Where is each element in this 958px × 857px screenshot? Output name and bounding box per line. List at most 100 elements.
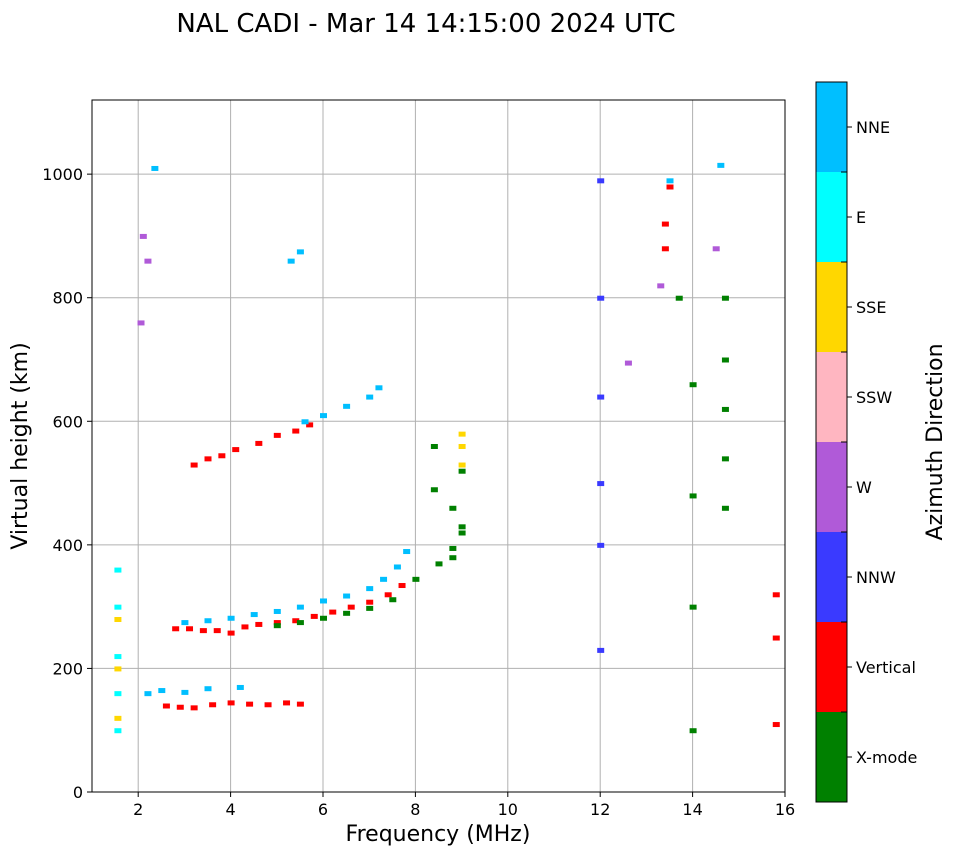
data-point: [689, 493, 697, 499]
colorbar-segment: [816, 442, 847, 532]
colorbar-segment: [816, 532, 847, 622]
data-point: [366, 394, 374, 400]
x-tick-label: 16: [775, 800, 795, 819]
colorbar-segment: [816, 262, 847, 352]
data-point: [449, 505, 457, 511]
data-point: [176, 704, 184, 710]
data-point: [380, 576, 388, 582]
data-point: [273, 620, 281, 626]
data-point: [597, 481, 605, 487]
data-point: [666, 184, 674, 190]
y-tick-label: 400: [52, 536, 83, 555]
data-point: [389, 597, 397, 603]
data-point: [310, 613, 318, 619]
data-point: [343, 593, 351, 599]
colorbar-category-label: Vertical: [856, 658, 916, 677]
data-point: [657, 283, 665, 289]
data-point: [343, 610, 351, 616]
data-point: [306, 422, 314, 428]
data-point: [114, 715, 122, 721]
data-point: [717, 162, 725, 168]
x-tick-label: 8: [410, 800, 420, 819]
data-point: [458, 468, 466, 474]
data-point: [366, 599, 374, 605]
data-point: [458, 444, 466, 449]
data-point: [232, 447, 240, 453]
data-point: [597, 178, 605, 184]
data-point: [343, 403, 351, 409]
data-point: [721, 505, 729, 511]
data-point: [264, 702, 272, 708]
data-point: [273, 608, 281, 614]
data-point: [403, 549, 411, 555]
y-tick-label: 0: [73, 783, 83, 802]
data-point: [218, 453, 226, 459]
data-point: [675, 295, 683, 301]
data-point: [181, 620, 189, 626]
colorbar-category-label: NNE: [856, 118, 890, 137]
data-point: [190, 462, 198, 468]
x-tick-label: 6: [318, 800, 328, 819]
data-point: [114, 666, 122, 672]
data-point: [347, 604, 355, 610]
data-point: [458, 431, 466, 437]
data-point: [250, 612, 258, 618]
data-point: [458, 530, 466, 536]
data-point: [151, 165, 159, 171]
data-point: [273, 623, 281, 629]
data-point: [204, 686, 212, 692]
data-point: [172, 626, 180, 632]
data-point: [375, 385, 383, 391]
data-point: [772, 635, 780, 641]
data-point: [449, 555, 457, 561]
data-point: [689, 728, 697, 734]
data-point: [114, 604, 122, 610]
colorbar-category-label: E: [856, 208, 866, 227]
data-point: [430, 444, 438, 449]
data-point: [114, 728, 122, 734]
data-point: [292, 618, 300, 624]
data-point: [721, 406, 729, 412]
data-point: [287, 258, 295, 264]
x-tick-label: 10: [498, 800, 518, 819]
data-point: [721, 295, 729, 301]
data-point: [255, 440, 263, 446]
data-point: [137, 320, 145, 326]
data-point: [204, 618, 212, 624]
data-point: [458, 524, 466, 530]
data-point: [114, 617, 122, 622]
data-point: [139, 233, 147, 239]
data-point: [236, 684, 244, 690]
data-point: [366, 605, 374, 611]
data-point: [144, 691, 152, 697]
data-point: [712, 246, 720, 252]
y-axis-label: Virtual height (km): [8, 342, 33, 549]
data-point: [190, 705, 198, 711]
x-tick-label: 12: [590, 800, 610, 819]
colorbar-segment: [816, 172, 847, 262]
data-points: [114, 162, 780, 734]
y-tick-label: 200: [52, 659, 83, 678]
data-point: [597, 295, 605, 301]
data-point: [772, 592, 780, 598]
data-point: [204, 456, 212, 462]
data-point: [689, 604, 697, 610]
x-tick-label: 14: [682, 800, 702, 819]
data-point: [301, 419, 309, 425]
data-point: [320, 598, 327, 604]
colorbar-segment: [816, 352, 847, 442]
data-point: [597, 542, 605, 548]
x-axis-ticks: 2 4 6 8 10 12 14 16: [133, 792, 795, 819]
colorbar-segment: [816, 622, 847, 712]
data-point: [114, 654, 122, 660]
data-point: [296, 249, 304, 255]
data-point: [186, 626, 194, 632]
colorbar-category-label: X-mode: [856, 748, 917, 767]
y-axis-ticks: 0 200 400 600 800 1000: [42, 165, 92, 802]
data-point: [292, 428, 300, 434]
data-point: [449, 545, 457, 551]
data-point: [181, 689, 189, 695]
data-point: [162, 703, 170, 709]
data-point: [597, 394, 605, 400]
